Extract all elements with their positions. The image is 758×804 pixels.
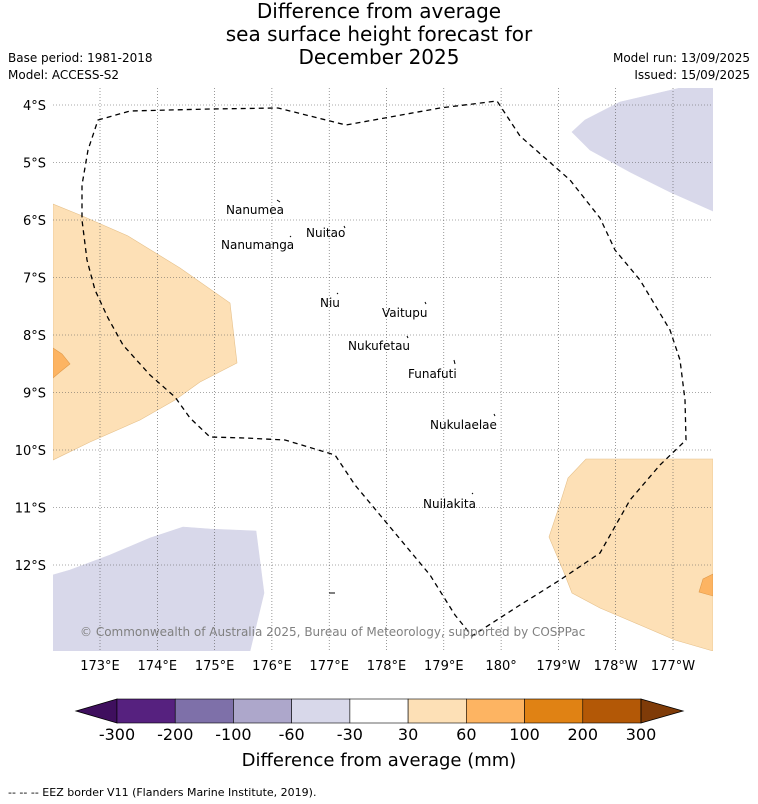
- eez-legend: -- -- -- EEZ border V11 (Flanders Marine…: [8, 786, 317, 799]
- issued-date: Issued: 15/09/2025: [634, 68, 750, 82]
- island-label-vaitupu: Vaitupu: [382, 306, 428, 320]
- latitude-label: 11°S: [15, 502, 46, 517]
- latitude-label: 9°S: [23, 387, 46, 402]
- run-info: Model run: 13/09/2025 Issued: 15/09/2025: [613, 50, 750, 84]
- anomaly-layer: [53, 88, 713, 651]
- latitude-label: 6°S: [23, 214, 46, 229]
- island-marker-niu: [336, 292, 339, 295]
- colorbar-extend-max: [640, 698, 685, 724]
- anomaly-region-strong-positive-west: [53, 347, 71, 379]
- longitude-label: 177°W: [651, 659, 695, 674]
- title-line-3: December 2025: [298, 45, 460, 69]
- graticule: [53, 88, 713, 651]
- colorbar-swatch: [582, 698, 642, 724]
- island-label-nanumanga: Nanumanga: [221, 238, 294, 252]
- colorbar-swatch: [233, 698, 292, 724]
- anomaly-region-negative-southwest: [53, 526, 265, 651]
- colorbar-tick-label: 300: [625, 725, 657, 744]
- colorbar-swatch: [407, 698, 467, 724]
- colorbar-tick-label: -60: [278, 725, 305, 744]
- anomaly-region-strong-positive-southeast: [698, 573, 713, 597]
- latitude-label: 8°S: [23, 329, 46, 344]
- island-marker-nanumea: [276, 199, 281, 203]
- colorbar-label: Difference from average (mm): [241, 750, 517, 771]
- colorbar-tick-label: -300: [98, 725, 136, 744]
- island-marker-nuilakita: [471, 492, 474, 495]
- longitude-label: 173°E: [80, 659, 120, 674]
- island-label-nuitao: Nuitao: [306, 226, 345, 240]
- island-label-niu: Niu: [320, 296, 340, 310]
- copyright-notice: © Commonwealth of Australia 2025, Bureau…: [80, 625, 585, 639]
- model-name: Model: ACCESS-S2: [8, 68, 120, 82]
- colorbar-swatch: [349, 698, 409, 724]
- island-marker-vaitupu: [424, 301, 427, 305]
- island-label-funafuti: Funafuti: [408, 367, 457, 381]
- colorbar-tick-label: -200: [157, 725, 194, 744]
- colorbar-swatch: [116, 698, 176, 724]
- longitude-label: 175°E: [195, 659, 235, 674]
- island-marker-nuitao: [343, 225, 346, 229]
- eez-border: [81, 100, 687, 637]
- model-info: Base period: 1981-2018 Model: ACCESS-S2: [8, 50, 153, 84]
- colorbar-tick-label: 60: [456, 725, 477, 744]
- latitude-label: 10°S: [15, 444, 46, 459]
- island-marker-funafuti: [453, 359, 456, 365]
- map-title: Difference from average sea surface heig…: [0, 0, 758, 69]
- colorbar-swatch: [524, 698, 584, 724]
- latitude-label: 4°S: [23, 99, 46, 114]
- latitude-label: 12°S: [15, 559, 46, 574]
- island-marker-nukufetau: [406, 335, 409, 339]
- island-label-nukulaelae: Nukulaelae: [430, 418, 497, 432]
- longitude-label: 177°E: [309, 659, 349, 674]
- model-run-date: Model run: 13/09/2025: [612, 51, 750, 65]
- latitude-label: 5°S: [23, 157, 46, 172]
- colorbar-tick-label: 100: [509, 725, 540, 744]
- colorbar-tick-label: 30: [397, 725, 419, 744]
- latitude-label: 7°S: [23, 272, 46, 287]
- island-markers: [276, 199, 496, 594]
- longitude-label: 176°E: [252, 659, 292, 674]
- longitude-label: 179°W: [536, 659, 580, 674]
- longitude-label: 180°: [485, 659, 516, 674]
- colorbar-swatch: [291, 698, 351, 724]
- colorbar: [74, 698, 685, 724]
- island-marker-nanumanga: [289, 235, 292, 238]
- title-line-1: Difference from average: [256, 0, 502, 23]
- title-line-2: sea surface height forecast for: [225, 22, 533, 46]
- island-label-nanumea: Nanumea: [226, 203, 284, 217]
- longitude-label: 179°E: [424, 659, 464, 674]
- island-marker-nukulaelae: [493, 413, 496, 417]
- longitude-label: 178°E: [367, 659, 407, 674]
- colorbar-swatch: [174, 698, 234, 724]
- island-label-nuilakita: Nuilakita: [423, 497, 476, 511]
- anomaly-region-negative-northeast: [571, 88, 713, 212]
- colorbar-swatch: [466, 698, 525, 724]
- longitude-label: 174°E: [138, 659, 178, 674]
- longitude-labels: 173°E 174°E 175°E 176°E 177°E 178°E 179°E 180° 1…: [80, 659, 695, 674]
- colorbar-tick-label: -30: [336, 725, 363, 744]
- anomaly-region-positive-west: [53, 203, 238, 461]
- longitude-label: 178°W: [594, 659, 638, 674]
- base-period: Base period: 1981-2018: [8, 51, 153, 65]
- anomaly-region-positive-southeast: [548, 458, 713, 651]
- colorbar-extend-min: [74, 698, 118, 724]
- island-label-nukufetau: Nukufetau: [348, 339, 410, 353]
- colorbar-tick-label: 200: [567, 725, 599, 744]
- latitude-labels: 4°S 5°S 6°S 7°S 8°S 9°S 10°S 11°S 12°S: [15, 99, 46, 574]
- colorbar-tick-label: -100: [215, 725, 252, 744]
